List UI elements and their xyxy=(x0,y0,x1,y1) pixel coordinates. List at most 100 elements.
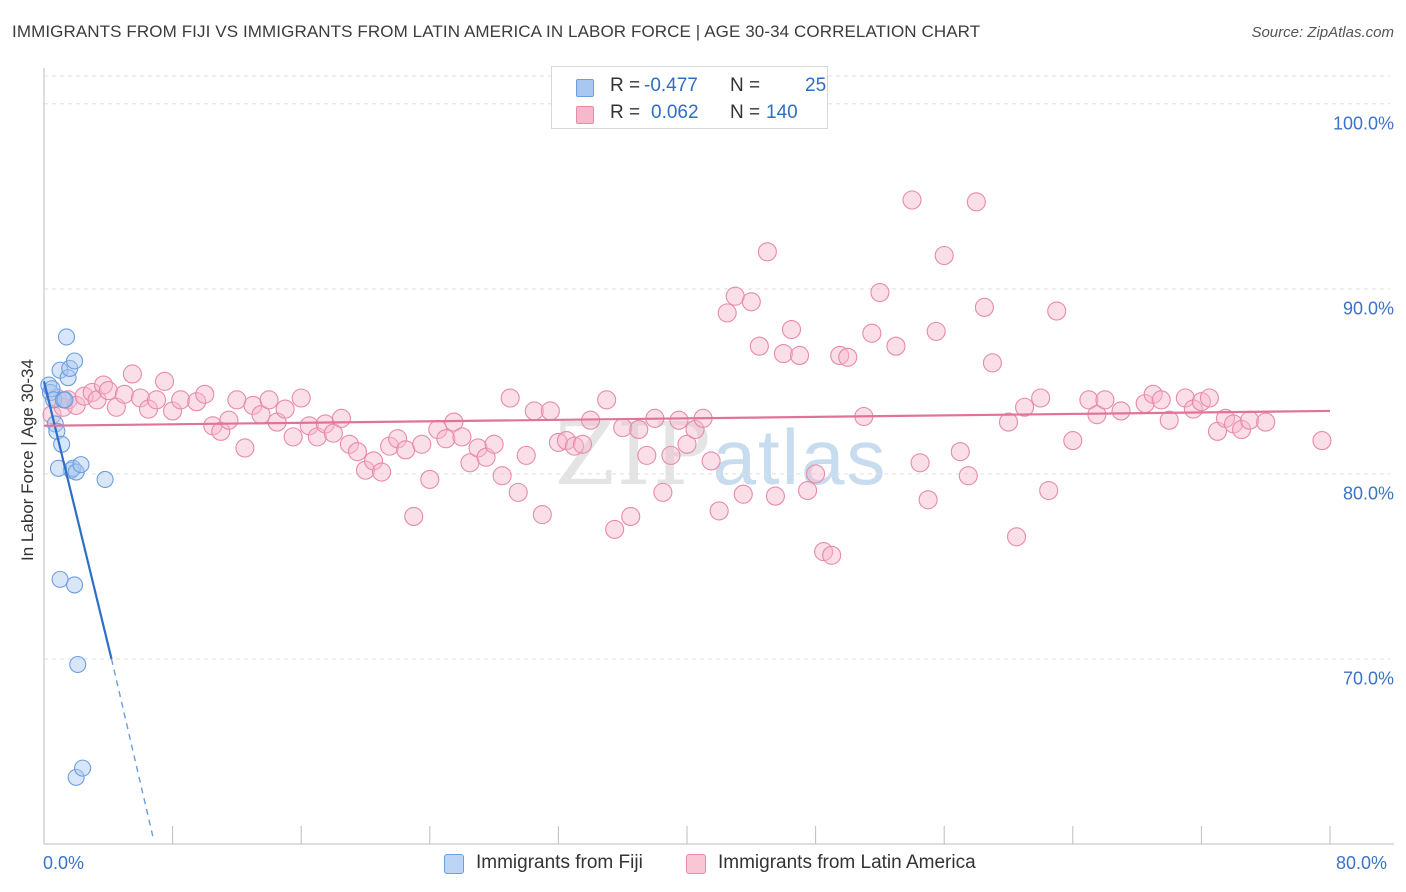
chart-title: IMMIGRANTS FROM FIJI VS IMMIGRANTS FROM … xyxy=(12,22,981,41)
fiji-point xyxy=(57,328,76,346)
latin-america-point xyxy=(291,388,311,408)
latin-america-point xyxy=(436,429,456,449)
watermark-zip: ZIP xyxy=(555,405,713,505)
latin-america-point xyxy=(540,401,560,421)
latin-america-point xyxy=(1175,388,1195,408)
latin-america-point xyxy=(1199,388,1219,408)
x-tick-label-min: 0.0% xyxy=(43,853,85,873)
latin-america-point xyxy=(187,392,207,412)
latin-america-point xyxy=(1047,301,1067,321)
legend-r-value: -0.477 xyxy=(644,75,698,96)
fiji-point xyxy=(72,456,90,474)
latin-america-point xyxy=(1111,401,1131,421)
fiji-point xyxy=(65,576,84,594)
y-tick-label: 70.0% xyxy=(1342,668,1394,689)
latin-america-point xyxy=(323,423,343,443)
bottom-legend-swatch-fiji xyxy=(444,854,464,874)
latin-america-point xyxy=(372,462,392,482)
latin-america-point xyxy=(918,490,938,510)
fiji-point xyxy=(49,459,68,477)
axes xyxy=(43,68,1394,845)
latin-america-point xyxy=(1240,410,1260,430)
latin-america-point xyxy=(171,390,191,410)
latin-america-point xyxy=(130,388,150,408)
latin-america-point xyxy=(500,388,520,408)
latin-america-point xyxy=(613,418,633,438)
latin-america-point xyxy=(388,429,408,449)
latin-america-point xyxy=(982,353,1002,373)
latin-america-point xyxy=(1095,390,1115,410)
fiji-point xyxy=(69,655,87,674)
latin-america-point xyxy=(773,344,794,364)
trend-lines xyxy=(42,381,1331,839)
latin-america-point xyxy=(347,442,368,462)
latin-america-point xyxy=(564,436,585,456)
latin-america-point xyxy=(789,345,810,365)
latin-america-point xyxy=(637,445,657,465)
latin-america-point xyxy=(122,364,142,384)
latin-america-trend-line xyxy=(43,409,1331,427)
stats-legend: R = -0.477 N = 25 R = 0.062 N = 140 xyxy=(551,66,828,129)
latin-america-point xyxy=(275,399,295,419)
latin-america-point xyxy=(701,451,721,471)
latin-america-point xyxy=(155,371,175,391)
legend-swatch-fiji xyxy=(576,79,594,97)
y-tick-label: 90.0% xyxy=(1342,298,1394,319)
legend-n-label: N = xyxy=(730,102,761,123)
latin-america-point xyxy=(806,464,826,484)
latin-america-point xyxy=(163,401,183,421)
latin-america-point xyxy=(1256,412,1276,432)
fiji-trend-line xyxy=(42,381,113,660)
latin-america-point xyxy=(910,453,930,473)
bottom-legend-swatch-latin-america xyxy=(686,854,706,874)
latin-america-point xyxy=(524,401,544,421)
latin-america-point xyxy=(677,434,697,454)
fiji-point xyxy=(56,391,74,409)
latin-america-point xyxy=(653,482,673,502)
bottom-legend-label-latin-america: Immigrants from Latin America xyxy=(718,852,976,873)
latin-america-point xyxy=(741,292,761,312)
latin-america-point xyxy=(380,436,400,456)
latin-america-point xyxy=(781,319,802,340)
latin-america-point xyxy=(195,384,215,404)
latin-america-point xyxy=(146,390,167,410)
latin-america-point xyxy=(757,242,777,262)
latin-america-point xyxy=(114,384,134,404)
fiji-point xyxy=(74,759,92,777)
latin-america-point xyxy=(283,427,303,447)
y-axis-label: In Labor Force | Age 30-34 xyxy=(18,359,37,561)
latin-america-point xyxy=(838,347,858,367)
latin-america-point xyxy=(516,445,536,465)
latin-america-point xyxy=(661,445,681,465)
latin-america-point xyxy=(669,410,689,430)
legend-n-value: 25 xyxy=(805,75,827,96)
fiji-point xyxy=(51,570,69,588)
latin-america-point xyxy=(958,466,978,486)
latin-america-point xyxy=(870,282,890,303)
grid-lines xyxy=(44,75,1390,660)
latin-america-point xyxy=(902,190,922,210)
latin-america-point xyxy=(862,323,882,343)
latin-america-point xyxy=(822,545,842,565)
latin-america-point xyxy=(259,390,279,410)
legend-n-value: 140 xyxy=(766,102,798,123)
latin-america-point xyxy=(1006,527,1027,547)
latin-america-point xyxy=(1151,390,1171,410)
fiji-point xyxy=(67,768,85,786)
latin-america-point xyxy=(98,381,118,401)
watermark-atlas: atlas xyxy=(712,413,888,501)
y-tick-label: 80.0% xyxy=(1342,483,1394,504)
legend-swatch-latin-america xyxy=(576,106,594,124)
latin-america-point xyxy=(749,336,769,356)
latin-america-point xyxy=(597,390,617,410)
latin-america-point xyxy=(709,501,729,521)
latin-america-point xyxy=(998,412,1019,432)
latin-america-point xyxy=(621,506,641,526)
latin-america-point xyxy=(227,390,247,410)
latin-america-point xyxy=(492,466,512,486)
latin-america-point xyxy=(211,421,231,441)
latin-america-point xyxy=(1063,431,1083,451)
latin-america-point xyxy=(1015,397,1035,417)
latin-america-point xyxy=(717,303,737,323)
latin-america-point xyxy=(420,469,440,489)
